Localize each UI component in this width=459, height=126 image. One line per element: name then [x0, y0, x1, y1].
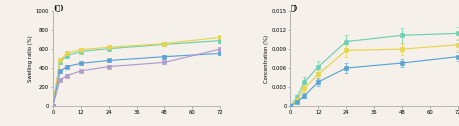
Text: 나): 나): [290, 4, 297, 11]
Y-axis label: Swelling ratio (%): Swelling ratio (%): [28, 35, 34, 82]
Text: (가): (가): [53, 4, 63, 11]
Y-axis label: Concentration (%): Concentration (%): [264, 35, 269, 83]
